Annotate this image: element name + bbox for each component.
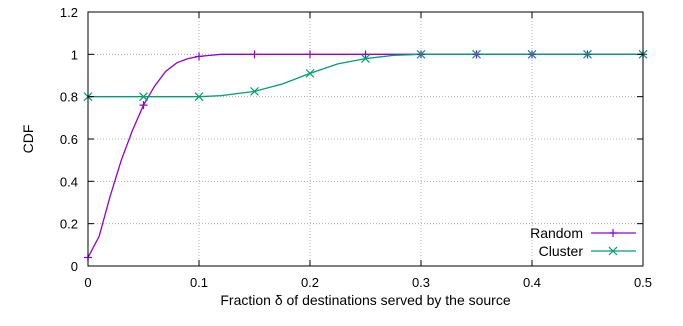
legend-label-cluster: Cluster bbox=[539, 243, 584, 259]
x-tick-label: 0.1 bbox=[190, 275, 208, 290]
data-point-random bbox=[139, 101, 148, 110]
y-tick-label: 0.4 bbox=[60, 174, 78, 189]
x-tick-label: 0.5 bbox=[634, 275, 652, 290]
data-point-cluster bbox=[250, 86, 259, 96]
data-point-cluster bbox=[361, 54, 370, 63]
y-tick-label: 1.2 bbox=[60, 5, 78, 20]
y-tick-label: 1 bbox=[71, 47, 78, 62]
legend: Random Cluster bbox=[530, 225, 636, 259]
axis-ticks bbox=[87, 11, 644, 267]
series-markers bbox=[83, 49, 648, 262]
x-tick-label: 0 bbox=[84, 275, 91, 290]
data-point-random bbox=[250, 50, 259, 59]
x-tick-label: 0.2 bbox=[301, 275, 319, 290]
data-point-cluster bbox=[139, 92, 148, 102]
tick-labels: 0 0.2 0.4 0.6 0.8 1 1.2 0 0.1 0.2 0.3 0.4 0.5 bbox=[60, 5, 652, 290]
data-point-cluster bbox=[305, 68, 315, 78]
y-tick-label: 0 bbox=[71, 259, 78, 274]
y-axis-label: CDF bbox=[20, 125, 36, 154]
x-tick-label: 0.3 bbox=[412, 275, 430, 290]
data-point-cluster bbox=[583, 49, 592, 59]
series-line-cluster bbox=[88, 53, 643, 98]
x-axis-label: Fraction δ of destinations served by the… bbox=[220, 292, 510, 308]
legend-marker-cluster bbox=[608, 246, 618, 256]
data-point-cluster bbox=[472, 49, 481, 59]
y-tick-label: 0.6 bbox=[60, 132, 78, 147]
y-tick-label: 0.2 bbox=[60, 217, 78, 232]
x-tick-label: 0.4 bbox=[523, 275, 541, 290]
legend-label-random: Random bbox=[530, 225, 583, 241]
y-tick-label: 0.8 bbox=[60, 90, 78, 105]
data-point-cluster bbox=[194, 92, 204, 102]
legend-marker-random bbox=[609, 229, 617, 237]
data-point-cluster bbox=[527, 49, 537, 59]
data-point-cluster bbox=[416, 49, 426, 59]
data-point-random bbox=[306, 50, 314, 59]
series-lines bbox=[87, 53, 643, 258]
data-point-random bbox=[361, 50, 370, 59]
data-point-random bbox=[195, 52, 203, 61]
